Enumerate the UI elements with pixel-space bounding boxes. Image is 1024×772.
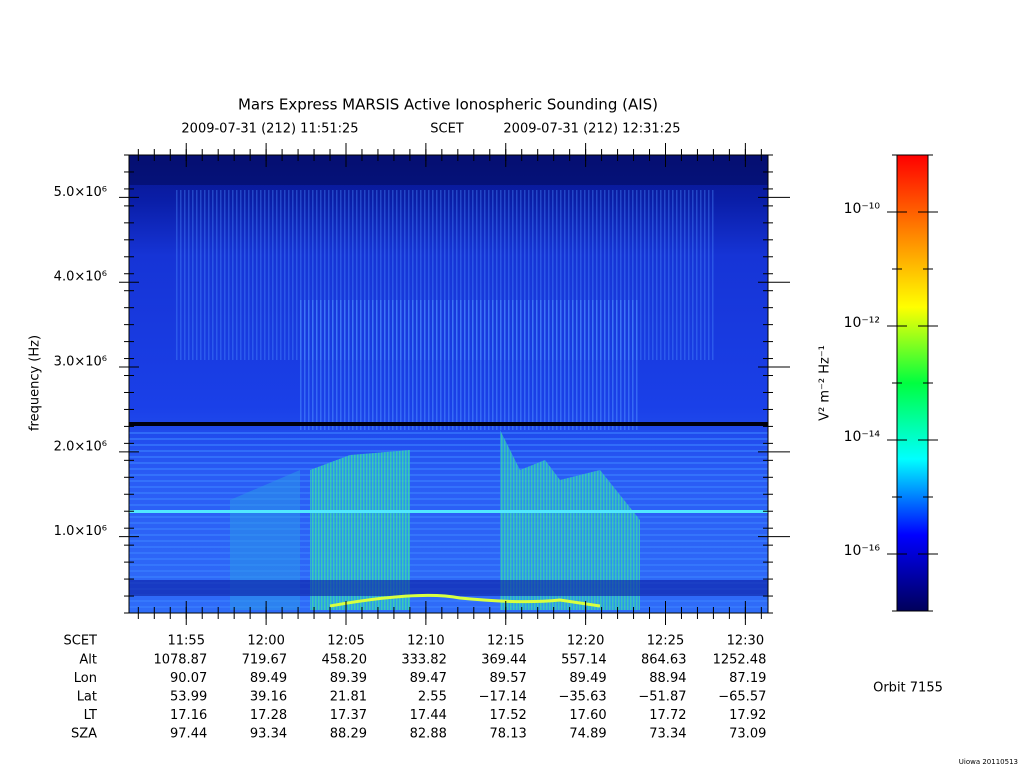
x-tick-label: 11:55 xyxy=(168,634,205,649)
colorbar xyxy=(896,154,929,612)
ephemeris-value: 17.60 xyxy=(569,708,606,723)
ephemeris-value: 88.29 xyxy=(330,727,367,742)
ephemeris-value: 53.99 xyxy=(170,690,207,705)
x-tick-label: 12:15 xyxy=(487,634,524,649)
ephemeris-label: LT xyxy=(84,708,97,723)
ephemeris-value: 73.09 xyxy=(729,727,766,742)
ephemeris-value: 17.16 xyxy=(170,708,207,723)
ephemeris-value: 458.20 xyxy=(321,653,367,668)
y-tick-label: 3.0×10⁶ xyxy=(54,355,107,370)
ephemeris-label: Lat xyxy=(77,690,97,705)
ephemeris-value: 89.39 xyxy=(330,671,367,686)
time-system: SCET xyxy=(430,122,464,137)
y-tick-label: 4.0×10⁶ xyxy=(54,270,107,285)
ephemeris-value: −51.87 xyxy=(638,690,686,705)
x-tick-label: 12:10 xyxy=(407,634,444,649)
ephemeris-value: 17.37 xyxy=(330,708,367,723)
ephemeris-value: 87.19 xyxy=(729,671,766,686)
colorbar-label: V² m⁻² Hz⁻¹ xyxy=(818,345,833,421)
orbit: Orbit 7155 xyxy=(873,681,943,696)
ephemeris-value: 17.92 xyxy=(729,708,766,723)
ephemeris-value: 333.82 xyxy=(401,653,447,668)
colorbar-tick-label: 10⁻¹⁴ xyxy=(844,429,881,445)
ephemeris-value: 82.88 xyxy=(410,727,447,742)
chart-title: Mars Express MARSIS Active Ionospheric S… xyxy=(238,96,658,114)
colorbar-tick-label: 10⁻¹⁰ xyxy=(844,201,881,217)
y-axis-label: frequency (Hz) xyxy=(28,335,43,431)
plot-frame xyxy=(128,154,769,614)
ephemeris-value: −17.14 xyxy=(479,690,527,705)
spectrogram-image xyxy=(129,155,768,613)
ephemeris-value: 90.07 xyxy=(170,671,207,686)
ephemeris-value: 17.28 xyxy=(250,708,287,723)
ephemeris-value: 17.44 xyxy=(410,708,447,723)
ephemeris-value: −65.57 xyxy=(718,690,766,705)
y-tick-label: 1.0×10⁶ xyxy=(54,524,107,539)
ephemeris-value: 2.55 xyxy=(418,690,447,705)
ephemeris-value: 39.16 xyxy=(250,690,287,705)
ephemeris-time-label: SCET xyxy=(64,634,98,649)
ephemeris-label: SZA xyxy=(71,727,97,742)
end-time: 2009-07-31 (212) 12:31:25 xyxy=(503,122,680,137)
credit: Uiowa 20110513 xyxy=(959,758,1018,766)
ephemeris-value: 89.57 xyxy=(490,671,527,686)
ephemeris-value: 89.47 xyxy=(410,671,447,686)
ephemeris-label: Alt xyxy=(79,653,97,668)
ephemeris-value: 17.72 xyxy=(649,708,686,723)
ephemeris-value: 369.44 xyxy=(481,653,527,668)
start-time: 2009-07-31 (212) 11:51:25 xyxy=(181,122,358,137)
y-tick-label: 5.0×10⁶ xyxy=(54,185,107,200)
ephemeris-value: 1252.48 xyxy=(713,653,767,668)
x-tick-label: 12:00 xyxy=(247,634,284,649)
ephemeris-value: 21.81 xyxy=(330,690,367,705)
ephemeris-value: 864.63 xyxy=(641,653,687,668)
colorbar-tick-label: 10⁻¹⁶ xyxy=(844,543,881,559)
x-tick-label: 12:05 xyxy=(327,634,364,649)
ephemeris-value: 89.49 xyxy=(250,671,287,686)
ephemeris-value: 17.52 xyxy=(490,708,527,723)
y-tick-label: 2.0×10⁶ xyxy=(54,439,107,454)
ephemeris-value: 74.89 xyxy=(569,727,606,742)
x-tick-label: 12:25 xyxy=(647,634,684,649)
x-tick-label: 12:20 xyxy=(567,634,604,649)
ephemeris-value: 93.34 xyxy=(250,727,287,742)
ephemeris-value: 719.67 xyxy=(242,653,288,668)
ephemeris-value: 78.13 xyxy=(490,727,527,742)
ephemeris-value: 88.94 xyxy=(649,671,686,686)
colorbar-tick-label: 10⁻¹² xyxy=(844,315,880,331)
ephemeris-value: 557.14 xyxy=(561,653,607,668)
ephemeris-value: 89.49 xyxy=(569,671,606,686)
ephemeris-label: Lon xyxy=(74,671,97,686)
ephemeris-value: 73.34 xyxy=(649,727,686,742)
ephemeris-value: 97.44 xyxy=(170,727,207,742)
ephemeris-value: −35.63 xyxy=(559,690,607,705)
ephemeris-value: 1078.87 xyxy=(153,653,207,668)
x-tick-label: 12:30 xyxy=(727,634,764,649)
